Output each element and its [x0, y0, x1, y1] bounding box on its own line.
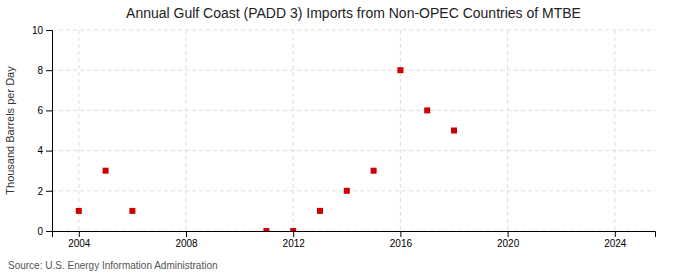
tick: 2	[37, 186, 52, 197]
point	[451, 128, 457, 134]
tick-mark	[400, 231, 401, 237]
grid	[52, 30, 655, 231]
tick-mark	[508, 231, 509, 237]
tick-label: 6	[37, 105, 43, 116]
tick-mark	[46, 191, 52, 192]
tick-mark	[46, 30, 52, 31]
y-axis: 0 2 4 6 8 10	[32, 25, 53, 237]
grid-line	[52, 150, 655, 151]
point	[290, 228, 296, 231]
tick-mark	[46, 151, 52, 152]
points	[76, 67, 457, 231]
tick-mark	[293, 231, 294, 237]
point	[397, 67, 403, 73]
tick-mark	[186, 231, 187, 237]
tick-mark	[79, 231, 80, 237]
tick-mark	[46, 231, 52, 232]
tick-label: 2	[37, 186, 43, 197]
chart: 2004 2008 2012 2016 2020 2024 0 2 4 6 8 10 Annual Gu…	[0, 0, 675, 275]
grid-line	[52, 30, 655, 31]
tick-label: 4	[37, 145, 43, 156]
point	[371, 168, 377, 174]
tick: 2020	[497, 231, 520, 249]
tick-label: 10	[32, 25, 44, 36]
tick: 2024	[604, 231, 627, 249]
point	[424, 107, 430, 113]
tick-label: 2024	[604, 238, 627, 249]
axis-line	[53, 232, 656, 238]
tick-label: 8	[37, 65, 43, 76]
x-axis: 2004 2008 2012 2016 2020 2024	[53, 231, 656, 249]
tick: 4	[37, 145, 52, 156]
tick-label: 2016	[390, 238, 413, 249]
point	[263, 228, 269, 231]
plot-area: 2004 2008 2012 2016 2020 2024 0 2 4 6 8 10	[32, 25, 656, 249]
title: Annual Gulf Coast (PADD 3) Imports from …	[126, 5, 581, 21]
tick: 2004	[68, 231, 91, 249]
grid-line	[507, 30, 508, 231]
tick-mark	[46, 70, 52, 71]
tick-label: 0	[37, 226, 43, 237]
tick: 8	[37, 65, 52, 76]
point	[76, 208, 82, 214]
axis-line	[46, 31, 53, 232]
tick: 10	[32, 25, 52, 36]
y-axis-label: Thousand Barrels per Day	[4, 66, 16, 195]
grid-line	[614, 30, 615, 231]
tick: 2008	[175, 231, 198, 249]
tick-label: 2004	[68, 238, 91, 249]
point	[129, 208, 135, 214]
tick-label: 2012	[283, 238, 306, 249]
tick-label: 2008	[175, 238, 198, 249]
tick: 2016	[390, 231, 413, 249]
grid-line	[186, 30, 187, 231]
grid-line	[52, 110, 655, 111]
point	[103, 168, 109, 174]
tick: 0	[37, 226, 52, 237]
annotation: Source: U.S. Energy Information Administ…	[8, 260, 218, 271]
grid-line	[52, 190, 655, 191]
tick-mark	[615, 231, 616, 237]
grid-line	[293, 30, 294, 231]
tick-label: 2020	[497, 238, 520, 249]
grid-line	[52, 70, 655, 71]
tick: 6	[37, 105, 52, 116]
point	[317, 208, 323, 214]
tick: 2012	[283, 231, 306, 249]
point	[344, 188, 350, 194]
tick-mark	[46, 110, 52, 111]
grid-line	[78, 30, 79, 231]
grid-line	[400, 30, 401, 231]
